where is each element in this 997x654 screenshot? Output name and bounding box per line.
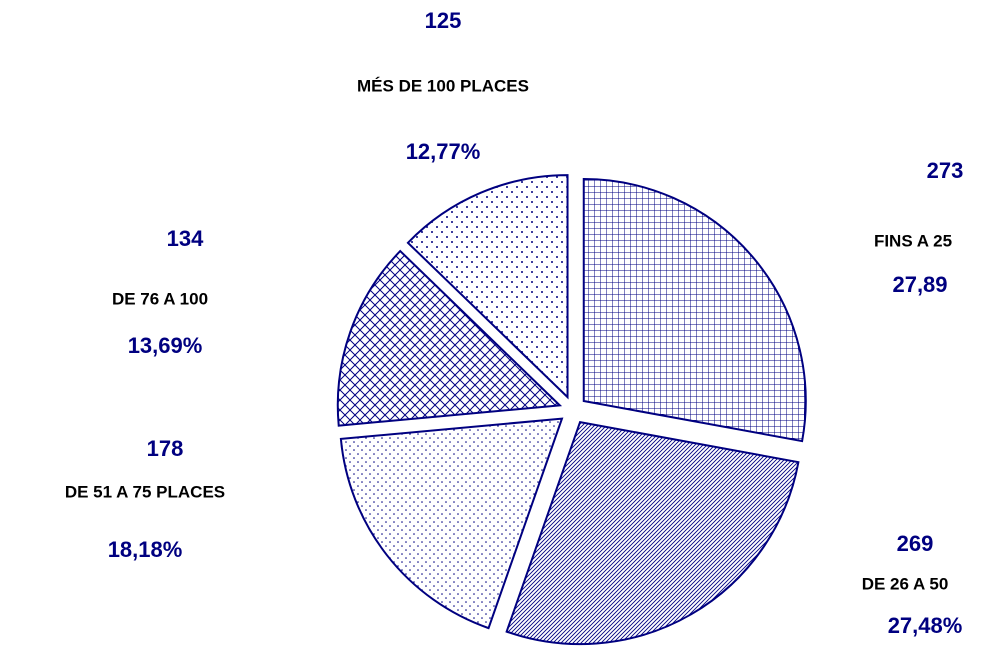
pie-slice-pattern [339,417,564,630]
category-label: DE 26 A 50 [862,574,949,593]
percentage-label: 27,89 [892,272,947,297]
percentage-label: 13,69% [128,333,203,358]
percentage-label: 18,18% [108,537,183,562]
value-label: 273 [927,158,964,183]
pie-slice-pattern [406,174,569,400]
value-label: 178 [147,436,184,461]
pie-slice-pattern [582,178,807,443]
category-label: MÉS DE 100 PLACES [357,76,529,95]
category-label: DE 51 A 75 PLACES [65,482,225,501]
pie-slice-pattern [336,249,563,427]
category-label: DE 76 A 100 [112,289,208,308]
value-label: 269 [897,531,934,556]
value-label: 125 [425,8,462,33]
category-label: FINS A 25 [874,231,952,250]
pie-slice-pattern [505,420,800,646]
percentage-label: 27,48% [888,613,963,638]
value-label: 134 [167,226,204,251]
percentage-label: 12,77% [406,139,481,164]
